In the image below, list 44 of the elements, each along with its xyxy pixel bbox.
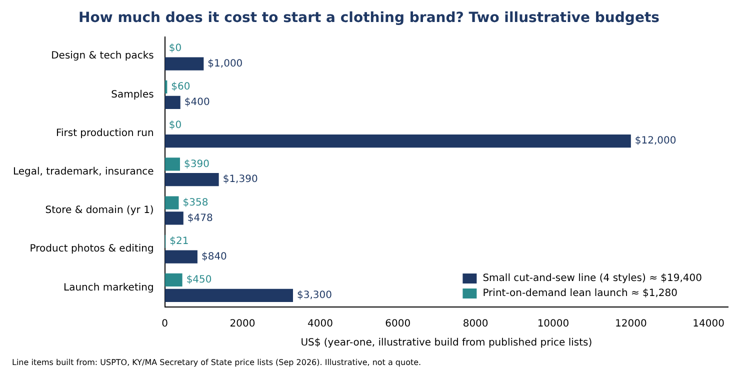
legend-label: Print-on-demand lean launch ≈ $1,280 — [482, 288, 678, 300]
data-label: $400 — [184, 97, 210, 108]
y-tick-label: Samples — [111, 89, 154, 100]
data-label: $21 — [170, 236, 189, 247]
data-label: $478 — [187, 212, 213, 224]
legend-label: Small cut-and-sew line (4 styles) ≈ $19,400 — [482, 273, 702, 284]
y-tick-label: First production run — [56, 128, 154, 139]
chart-title: How much does it cost to start a clothing brand? Two illustrative budgets — [78, 10, 660, 26]
bar — [164, 173, 219, 186]
data-label: $390 — [184, 158, 210, 170]
x-axis-title: US$ (year-one, illustrative build from published price lists) — [300, 338, 592, 349]
text: Line items built from: USPTO, KY/MA Secretary of State price lists (Sep 2026). Illustrative, not a quote. — [12, 358, 422, 368]
y-tick-label: Design & tech packs — [51, 50, 154, 62]
x-tick-label: 2000 — [230, 318, 256, 330]
bar — [164, 158, 180, 171]
data-label: $358 — [182, 197, 208, 208]
x-tick-label: 8000 — [462, 318, 488, 330]
data-label: $450 — [186, 274, 212, 286]
bar — [164, 134, 631, 148]
x-tick-label: 10000 — [537, 318, 570, 330]
bar — [164, 96, 180, 109]
y-tick-label: Store & domain (yr 1) — [45, 205, 154, 216]
data-label: $1,000 — [208, 58, 243, 70]
bar — [164, 288, 294, 302]
x-tick-label: 12000 — [614, 318, 647, 330]
y-tick-label: Product photos & editing — [30, 244, 154, 255]
y-tick-label: Legal, trademark, insurance — [12, 166, 154, 178]
x-tick-label: 6000 — [385, 318, 411, 330]
x-tick-label: 14000 — [692, 318, 724, 330]
data-label: $0 — [168, 120, 182, 132]
data-label: $12,000 — [634, 136, 676, 147]
bar — [164, 196, 179, 210]
data-label: $60 — [171, 82, 190, 93]
x-tick-label: 0 — [162, 318, 168, 330]
data-label: $3,300 — [297, 290, 332, 302]
data-label: $0 — [168, 42, 182, 54]
data-label: $840 — [201, 251, 227, 262]
data-label: $1,390 — [222, 174, 258, 186]
x-tick-label: 4000 — [307, 318, 333, 330]
bar — [164, 250, 198, 264]
y-tick-label: Launch marketing — [63, 282, 154, 294]
bar — [164, 57, 204, 70]
bar — [164, 273, 182, 287]
bar — [164, 212, 184, 225]
